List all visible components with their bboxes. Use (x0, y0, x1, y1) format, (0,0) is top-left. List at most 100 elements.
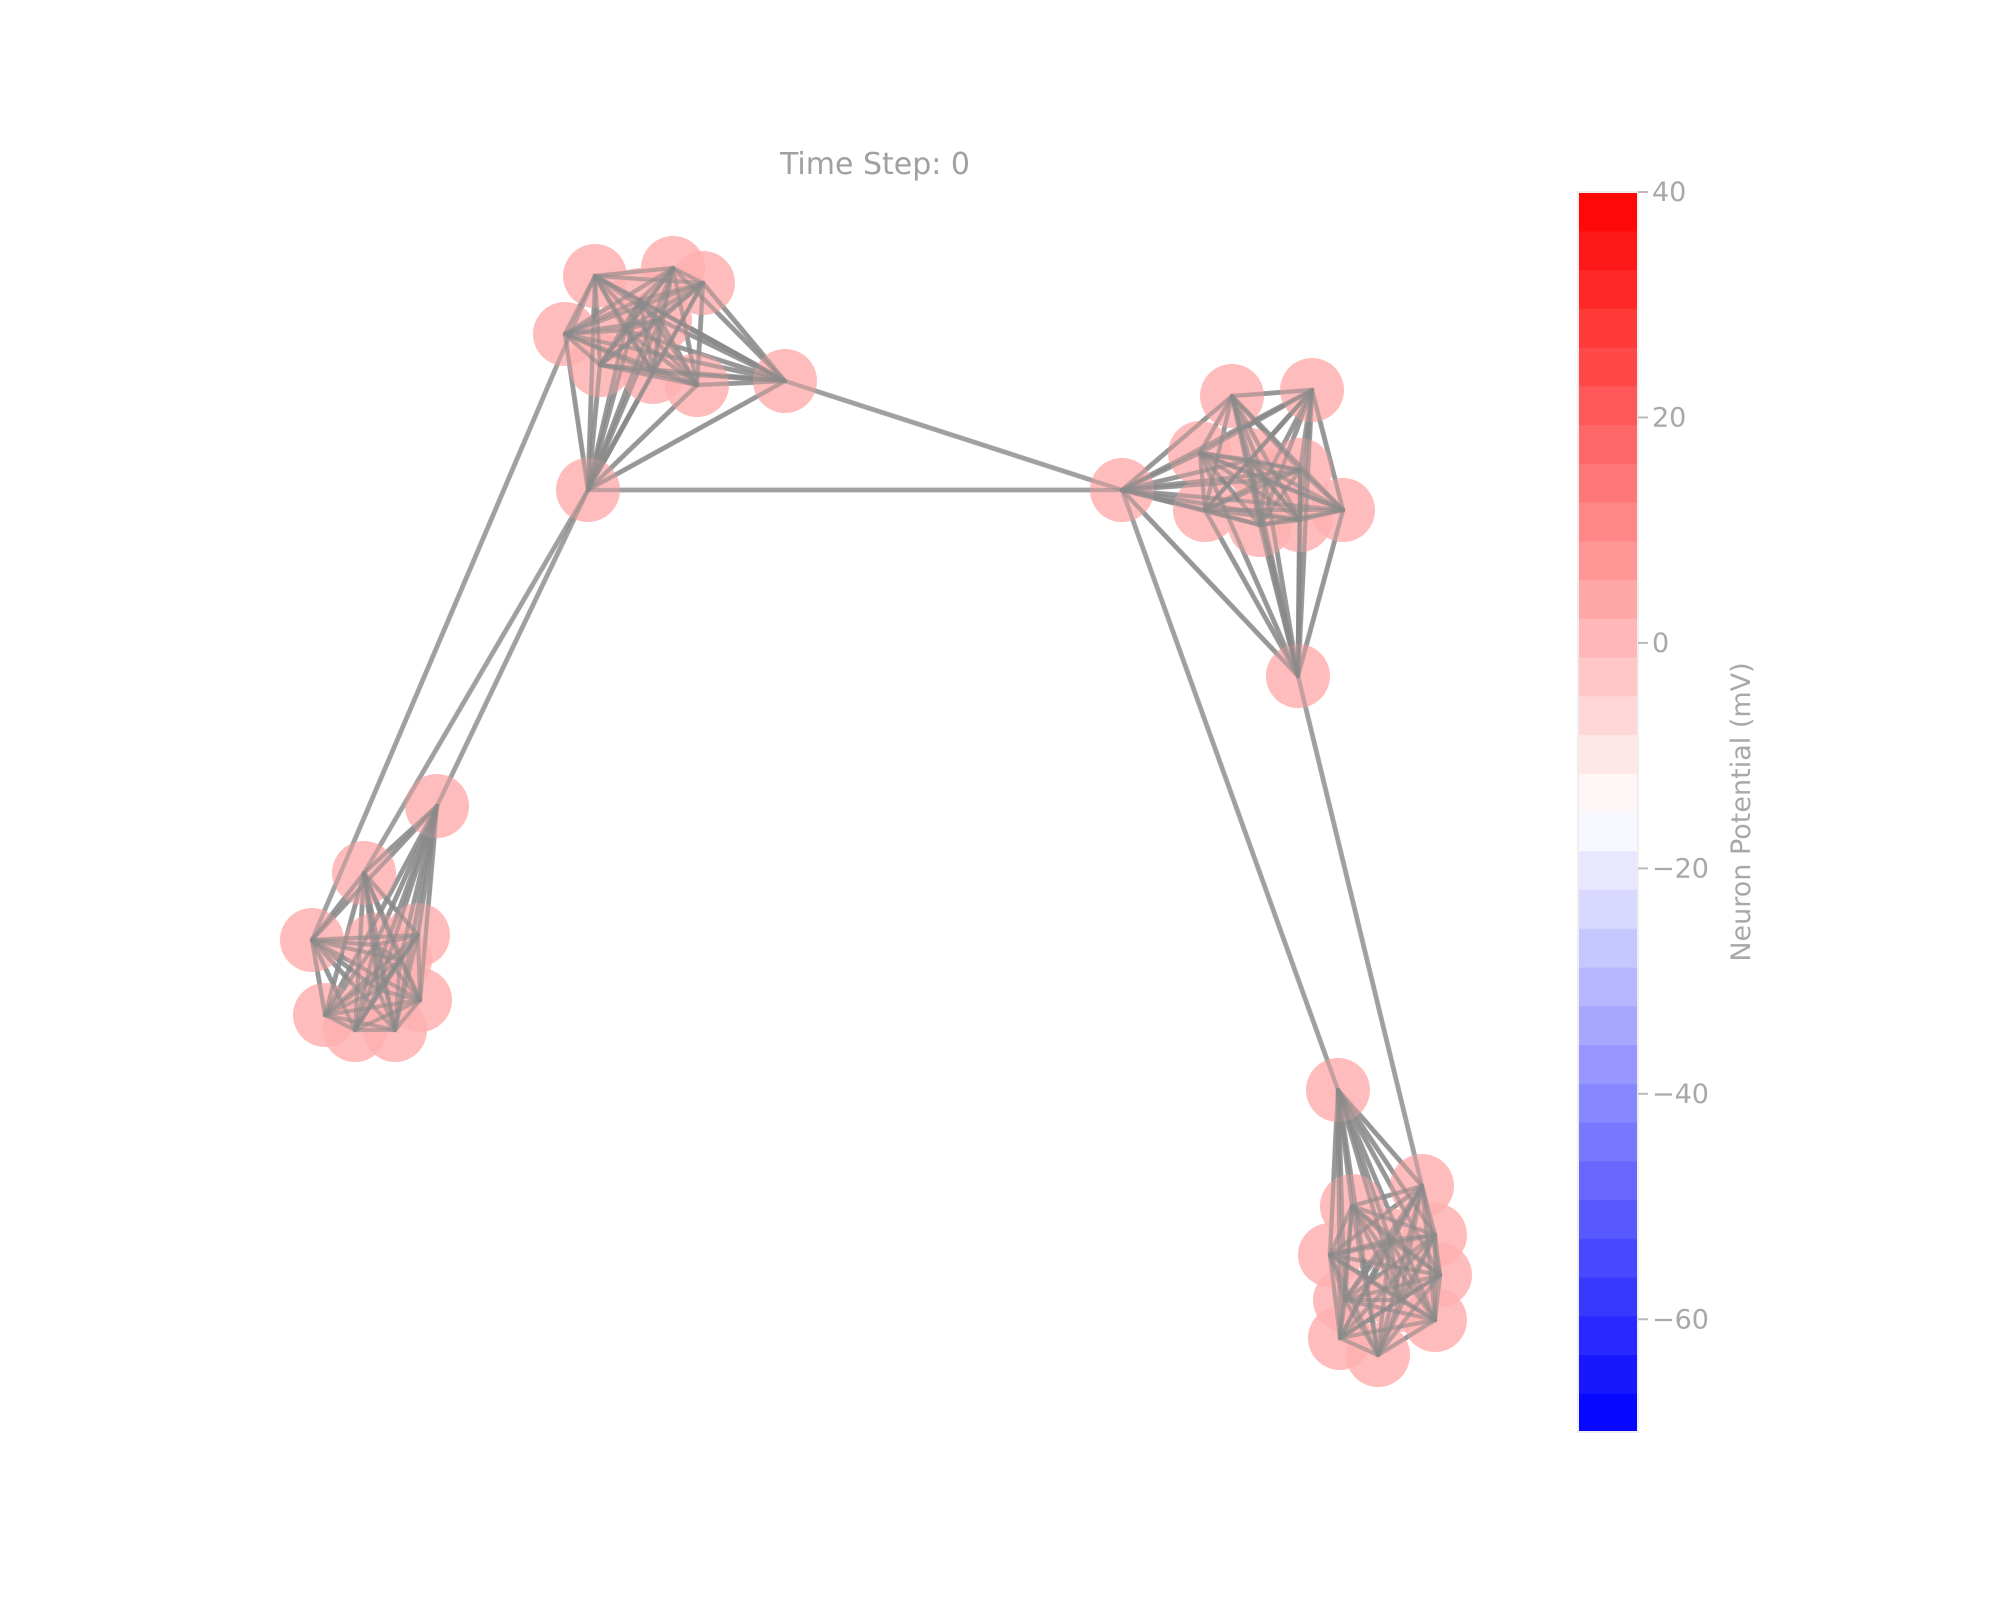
synapse-edge (1350, 1184, 1424, 1208)
inter-cluster-edge (435, 488, 590, 808)
synapse-edge (1398, 1233, 1437, 1302)
colorbar-cell (1578, 579, 1638, 619)
synapse-edge (310, 938, 422, 1002)
colorbar-cell (1578, 1238, 1638, 1278)
colorbar-label: Neuron Potential (mV) (1726, 662, 1757, 961)
synapse-edge (1388, 1238, 1402, 1302)
synapse-edge (1296, 508, 1345, 678)
synapse-edge (1328, 1238, 1392, 1257)
colorbar-cell (1578, 1160, 1638, 1201)
synapse-edge (593, 266, 675, 278)
synapse-edge (1203, 478, 1267, 512)
inter-cluster-edge (1295, 673, 1425, 1189)
synapse-edge (323, 988, 380, 1017)
synapse-edge (1298, 468, 1345, 512)
colorbar-cell (1578, 269, 1638, 309)
synapse-edge (593, 274, 642, 302)
synapse-edge (586, 383, 699, 492)
synapse-edge (586, 363, 602, 492)
synapse-edge (1343, 1238, 1392, 1302)
inter-cluster-edge (783, 379, 1124, 492)
colorbar-ticks: 40 20 0 −20 −40 −60 (1638, 177, 1709, 1335)
synapse-edge (638, 281, 705, 302)
synapse-edge (1120, 458, 1252, 492)
synapse-edge (1328, 1253, 1342, 1340)
synapse-edge (376, 988, 422, 1002)
synapse-edge (586, 318, 662, 492)
inter-cluster-edge (1119, 487, 1341, 1093)
synapse-edge (1336, 1088, 1342, 1340)
synapse-edge (353, 988, 380, 1032)
colorbar-cell (1578, 812, 1638, 852)
synapse-edge (1198, 451, 1300, 678)
synapse-edge (701, 281, 787, 383)
colorbar-frame (1577, 191, 1639, 1433)
colorbar-cell (1578, 773, 1638, 813)
colorbar-tick-label: −40 (1652, 1079, 1709, 1110)
synapse-edge (563, 332, 590, 492)
synapse-edge (586, 379, 787, 492)
synapse-edge (1120, 488, 1345, 512)
synapse-edge (1310, 388, 1345, 512)
synapse-edge (638, 298, 662, 322)
colorbar-cell (1578, 850, 1638, 891)
synapse-edge (695, 379, 787, 387)
synapse-edge (1398, 1298, 1437, 1322)
colorbar-cell (1578, 1005, 1638, 1046)
colorbar-cell (1578, 1122, 1638, 1162)
colorbar-cell (1578, 347, 1638, 387)
synapse-edge (1203, 458, 1252, 512)
colorbar-tick-label: 20 (1652, 402, 1686, 433)
synapse-edge (1248, 458, 1345, 512)
synapse-edge (1328, 1253, 1442, 1277)
colorbar-cell (1578, 540, 1638, 581)
synapse-edge (1328, 1253, 1402, 1302)
synapse-edge (1338, 1336, 1380, 1357)
synapse-edge (310, 804, 439, 942)
colorbar-cell (1578, 967, 1638, 1007)
synapse-edge (398, 958, 422, 1002)
synapse-edge (1388, 1238, 1437, 1322)
synapse-edge (1198, 394, 1234, 455)
synapse-edge (1120, 488, 1300, 678)
synapse-edge (638, 266, 675, 302)
synapse-edge (593, 274, 627, 332)
inter-cluster-edge (310, 274, 597, 942)
colorbar-cell (1578, 928, 1638, 968)
synapse-edge (1230, 394, 1302, 522)
synapse-edge (1248, 458, 1267, 482)
synapse-edge (1296, 518, 1302, 678)
colorbar-cell (1578, 1354, 1638, 1394)
synapse-edge (563, 298, 642, 336)
synapse-edge (1343, 1298, 1437, 1322)
inter-cluster-edge (782, 378, 1125, 493)
synapse-edge (1328, 1204, 1354, 1257)
synapse-edge (323, 943, 377, 1017)
synapse-edge (1258, 478, 1267, 527)
colorbar-tick-label: −60 (1652, 1304, 1709, 1335)
synapse-edge (1263, 478, 1300, 678)
colorbar-cell (1578, 385, 1638, 426)
synapse-edge (1263, 468, 1302, 482)
synapse-edge (1328, 1184, 1424, 1257)
colorbar-cell (1578, 463, 1638, 503)
synapse-edge (376, 988, 397, 1032)
neuron-network-graph (280, 236, 1472, 1387)
colorbar-cell (1578, 308, 1638, 348)
synapse-edge (1263, 478, 1345, 512)
synapse-edge (563, 332, 787, 383)
synapse-edge (376, 958, 402, 992)
synapse-edges (309, 265, 1443, 1358)
synapse-edge (563, 332, 602, 367)
synapse-edge (1376, 1298, 1402, 1357)
synapse-edge (1120, 478, 1267, 492)
inter-cluster-edge (361, 487, 591, 876)
synapse-edge (1398, 1184, 1424, 1302)
synapse-edge (1258, 518, 1302, 527)
synapse-edge (1398, 1273, 1442, 1302)
colorbar-tick-label: 40 (1652, 177, 1686, 208)
colorbar: 40 20 0 −20 −40 −60 Neuron Potential (mV) (1577, 177, 1757, 1433)
inter-cluster-edge (309, 273, 598, 943)
synapse-edge (310, 938, 357, 1032)
